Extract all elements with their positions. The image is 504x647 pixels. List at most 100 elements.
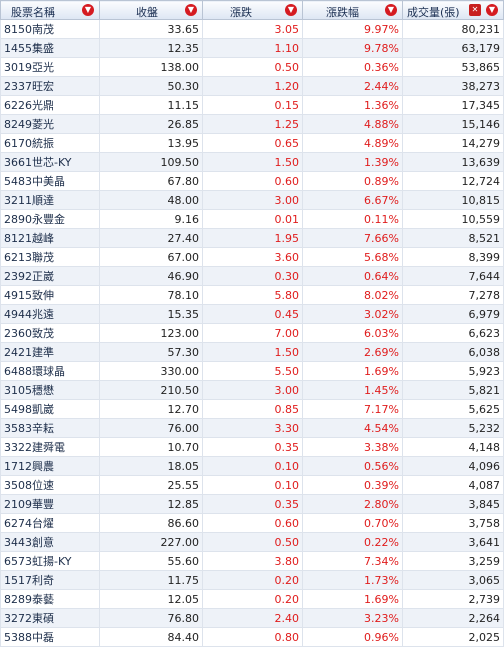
table-row[interactable]: 3322建舜電 10.70 0.35 3.38% 4,148 xyxy=(0,437,504,457)
table-row[interactable]: 6226光鼎 11.15 0.15 1.36% 17,345 xyxy=(0,95,504,115)
stock-name-cell[interactable]: 2421建準 xyxy=(0,342,100,362)
change-cell: 1.10 xyxy=(202,38,303,58)
table-row[interactable]: 6170統振 13.95 0.65 4.89% 14,279 xyxy=(0,133,504,153)
stock-name-cell[interactable]: 6226光鼎 xyxy=(0,95,100,115)
close-price-cell: 330.00 xyxy=(99,361,203,381)
table-row[interactable]: 6573虹揚-KY 55.60 3.80 7.34% 3,259 xyxy=(0,551,504,571)
table-row[interactable]: 3583辛耘 76.00 3.30 4.54% 5,232 xyxy=(0,418,504,438)
stock-name-cell[interactable]: 6274台燿 xyxy=(0,513,100,533)
table-row[interactable]: 1517利奇 11.75 0.20 1.73% 3,065 xyxy=(0,570,504,590)
close-icon[interactable]: ✕ xyxy=(469,4,481,16)
table-row[interactable]: 2360致茂 123.00 7.00 6.03% 6,623 xyxy=(0,323,504,343)
col-header-change-pct[interactable]: 漲跌幅 ▼ xyxy=(302,0,403,20)
table-row[interactable]: 6488環球晶 330.00 5.50 1.69% 5,923 xyxy=(0,361,504,381)
stock-name-cell[interactable]: 5388中磊 xyxy=(0,627,100,647)
table-row[interactable]: 2421建準 57.30 1.50 2.69% 6,038 xyxy=(0,342,504,362)
stock-name-cell[interactable]: 3105穩懋 xyxy=(0,380,100,400)
table-row[interactable]: 6213聯茂 67.00 3.60 5.68% 8,399 xyxy=(0,247,504,267)
change-pct-cell: 0.96% xyxy=(302,627,403,647)
stock-name-cell[interactable]: 2360致茂 xyxy=(0,323,100,343)
stock-name-cell[interactable]: 5483中美晶 xyxy=(0,171,100,191)
close-price-cell: 210.50 xyxy=(99,380,203,400)
stock-name-cell[interactable]: 5498凱崴 xyxy=(0,399,100,419)
sort-desc-icon[interactable]: ▼ xyxy=(82,4,94,16)
table-row[interactable]: 8249菱光 26.85 1.25 4.88% 15,146 xyxy=(0,114,504,134)
change-cell: 0.01 xyxy=(202,209,303,229)
table-row[interactable]: 4915致伸 78.10 5.80 8.02% 7,278 xyxy=(0,285,504,305)
stock-name-cell[interactable]: 8289泰藝 xyxy=(0,589,100,609)
close-price-cell: 76.00 xyxy=(99,418,203,438)
col-header-name[interactable]: 股票名稱 ▼ xyxy=(0,0,100,20)
stock-name-cell[interactable]: 1517利奇 xyxy=(0,570,100,590)
table-row[interactable]: 2890永豐金 9.16 0.01 0.11% 10,559 xyxy=(0,209,504,229)
stock-name-cell[interactable]: 6170統振 xyxy=(0,133,100,153)
stock-name-cell[interactable]: 8121越峰 xyxy=(0,228,100,248)
stock-name-cell[interactable]: 3211順達 xyxy=(0,190,100,210)
table-row[interactable]: 5498凱崴 12.70 0.85 7.17% 5,625 xyxy=(0,399,504,419)
change-pct-cell: 3.38% xyxy=(302,437,403,457)
change-cell: 0.45 xyxy=(202,304,303,324)
sort-desc-icon[interactable]: ▼ xyxy=(385,4,397,16)
change-cell: 0.80 xyxy=(202,627,303,647)
stock-name-cell[interactable]: 3322建舜電 xyxy=(0,437,100,457)
stock-name-cell[interactable]: 2109華豐 xyxy=(0,494,100,514)
stock-name-cell[interactable]: 3661世芯-KY xyxy=(0,152,100,172)
stock-name-cell[interactable]: 2890永豐金 xyxy=(0,209,100,229)
table-row[interactable]: 1712興農 18.05 0.10 0.56% 4,096 xyxy=(0,456,504,476)
table-row[interactable]: 5388中磊 84.40 0.80 0.96% 2,025 xyxy=(0,627,504,647)
change-pct-cell: 1.69% xyxy=(302,361,403,381)
stock-name-cell[interactable]: 8150南茂 xyxy=(0,19,100,39)
table-row[interactable]: 1455集盛 12.35 1.10 9.78% 63,179 xyxy=(0,38,504,58)
stock-name-cell[interactable]: 2392正崴 xyxy=(0,266,100,286)
table-row[interactable]: 8150南茂 33.65 3.05 9.97% 80,231 xyxy=(0,19,504,39)
table-row[interactable]: 8289泰藝 12.05 0.20 1.69% 2,739 xyxy=(0,589,504,609)
table-row[interactable]: 3661世芯-KY 109.50 1.50 1.39% 13,639 xyxy=(0,152,504,172)
sort-desc-icon[interactable]: ▼ xyxy=(486,4,498,16)
stock-name-cell[interactable]: 4915致伸 xyxy=(0,285,100,305)
table-row[interactable]: 4944兆遠 15.35 0.45 3.02% 6,979 xyxy=(0,304,504,324)
col-header-change[interactable]: 漲跌 ▼ xyxy=(202,0,303,20)
table-row[interactable]: 3105穩懋 210.50 3.00 1.45% 5,821 xyxy=(0,380,504,400)
table-row[interactable]: 5483中美晶 67.80 0.60 0.89% 12,724 xyxy=(0,171,504,191)
stock-name-cell[interactable]: 3443創意 xyxy=(0,532,100,552)
change-pct-cell: 0.39% xyxy=(302,475,403,495)
change-cell: 3.00 xyxy=(202,190,303,210)
close-price-cell: 46.90 xyxy=(99,266,203,286)
col-header-close[interactable]: 收盤 ▼ xyxy=(99,0,203,20)
table-row[interactable]: 8121越峰 27.40 1.95 7.66% 8,521 xyxy=(0,228,504,248)
table-row[interactable]: 3272東碩 76.80 2.40 3.23% 2,264 xyxy=(0,608,504,628)
stock-name-cell[interactable]: 8249菱光 xyxy=(0,114,100,134)
col-header-volume[interactable]: 成交量(張) ✕ ▼ xyxy=(402,0,504,20)
stock-name-cell[interactable]: 6213聯茂 xyxy=(0,247,100,267)
stock-name-cell[interactable]: 3583辛耘 xyxy=(0,418,100,438)
change-pct-cell: 4.89% xyxy=(302,133,403,153)
stock-name-cell[interactable]: 2337旺宏 xyxy=(0,76,100,96)
sort-desc-icon[interactable]: ▼ xyxy=(185,4,197,16)
change-cell: 0.20 xyxy=(202,570,303,590)
stock-name-cell[interactable]: 3508位速 xyxy=(0,475,100,495)
table-row[interactable]: 3443創意 227.00 0.50 0.22% 3,641 xyxy=(0,532,504,552)
table-row[interactable]: 2337旺宏 50.30 1.20 2.44% 38,273 xyxy=(0,76,504,96)
table-row[interactable]: 2392正崴 46.90 0.30 0.64% 7,644 xyxy=(0,266,504,286)
table-row[interactable]: 3211順達 48.00 3.00 6.67% 10,815 xyxy=(0,190,504,210)
stock-name-cell[interactable]: 1455集盛 xyxy=(0,38,100,58)
table-row[interactable]: 6274台燿 86.60 0.60 0.70% 3,758 xyxy=(0,513,504,533)
sort-desc-icon[interactable]: ▼ xyxy=(285,4,297,16)
stock-name-cell[interactable]: 3019亞光 xyxy=(0,57,100,77)
change-cell: 1.50 xyxy=(202,342,303,362)
stock-name-cell[interactable]: 6573虹揚-KY xyxy=(0,551,100,571)
stock-name-cell[interactable]: 3272東碩 xyxy=(0,608,100,628)
table-row[interactable]: 3019亞光 138.00 0.50 0.36% 53,865 xyxy=(0,57,504,77)
table-row[interactable]: 2109華豐 12.85 0.35 2.80% 3,845 xyxy=(0,494,504,514)
stock-name-cell[interactable]: 4944兆遠 xyxy=(0,304,100,324)
change-pct-cell: 9.97% xyxy=(302,19,403,39)
change-cell: 0.60 xyxy=(202,171,303,191)
volume-cell: 4,096 xyxy=(402,456,504,476)
volume-cell: 14,279 xyxy=(402,133,504,153)
stock-name-cell[interactable]: 6488環球晶 xyxy=(0,361,100,381)
change-pct-cell: 7.17% xyxy=(302,399,403,419)
close-price-cell: 11.75 xyxy=(99,570,203,590)
close-price-cell: 67.00 xyxy=(99,247,203,267)
table-row[interactable]: 3508位速 25.55 0.10 0.39% 4,087 xyxy=(0,475,504,495)
stock-name-cell[interactable]: 1712興農 xyxy=(0,456,100,476)
